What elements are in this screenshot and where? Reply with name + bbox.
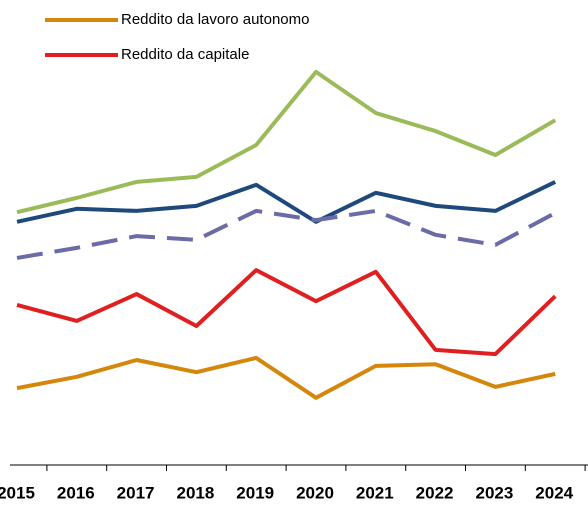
x-tick-label: 2023 — [475, 483, 513, 502]
series-line — [16, 355, 556, 400]
x-tick-label: 2020 — [296, 483, 334, 502]
x-tick-label: 2021 — [356, 483, 394, 502]
series-line — [16, 268, 557, 357]
x-tick-label: 2022 — [416, 483, 454, 502]
legend-label: Reddito da capitale — [121, 46, 249, 63]
x-tick-label: 2016 — [57, 483, 95, 502]
x-tick-label: 2024 — [535, 483, 573, 502]
x-tick-label: 2015 — [0, 483, 35, 502]
series-line — [16, 69, 557, 215]
x-tick-label: 2019 — [236, 483, 274, 502]
series-line — [16, 208, 557, 260]
x-tick-label: 2018 — [176, 483, 214, 502]
legend-label: Reddito da lavoro autonomo — [121, 11, 309, 28]
x-tick-label: 2017 — [117, 483, 155, 502]
series-line — [16, 180, 557, 224]
